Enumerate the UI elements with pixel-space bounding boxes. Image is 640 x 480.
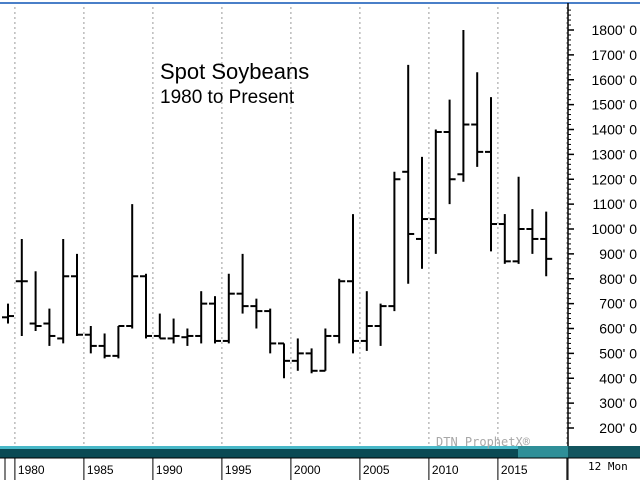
x-tick-label-1985: 1985 — [87, 463, 114, 477]
ohlc-bar-1983 — [57, 238, 70, 344]
ohlc-bar-1990 — [153, 313, 166, 340]
ohlc-bar-1980 — [15, 238, 28, 336]
ohlc-bar-1991 — [167, 318, 180, 344]
ohlc-bar-2004 — [347, 214, 359, 354]
y-tick-label-1700: 1700' 0 — [592, 47, 638, 63]
x-tick-label-2000: 2000 — [294, 463, 321, 477]
y-tick-label-1000: 1000' 0 — [592, 221, 638, 237]
ohlc-bar-2003 — [333, 278, 346, 344]
ohlc-bar-1999 — [278, 342, 290, 379]
ohlc-bar-2009 — [416, 156, 428, 269]
ohlc-bar-2011 — [443, 99, 456, 205]
ohlc-bar-1986 — [98, 333, 111, 359]
x-axis: 1980 1985 1990 1995 2000 2005 2010 2015 — [4, 458, 569, 480]
frame-layer — [0, 2, 640, 459]
y-tick-label-200: 200' 0 — [599, 420, 637, 436]
ohlc-bar-2015 — [498, 214, 511, 264]
ohlc-bar-1984 — [71, 253, 83, 336]
ohlc-bar-1981 — [29, 271, 42, 331]
bottom-band — [0, 449, 568, 458]
y-tick-label-400: 400' 0 — [599, 370, 637, 386]
ohlc-bar-1997 — [250, 298, 263, 329]
ohlc-bar-2010 — [429, 129, 442, 254]
ohlc-bar-1996 — [236, 253, 249, 314]
bars-layer — [2, 30, 553, 379]
ohlc-bar-1993 — [195, 291, 208, 344]
x-tick-label-2005: 2005 — [363, 463, 390, 477]
y-tick-label-1300: 1300' 0 — [592, 146, 638, 162]
bottom-band-highlight — [0, 446, 568, 449]
ohlc-bar-2012 — [457, 30, 470, 182]
chart-subtitle: 1980 to Present — [160, 87, 295, 108]
ohlc-bar-2005 — [360, 291, 373, 351]
y-tick-label-300: 300' 0 — [599, 395, 637, 411]
ohlc-bar-1995 — [222, 273, 235, 344]
ohlc-bar-1987 — [112, 325, 125, 359]
ohlc-bar-1985 — [84, 326, 97, 354]
y-tick-label-800: 800' 0 — [599, 271, 637, 287]
y-tick-label-500: 500' 0 — [599, 345, 637, 361]
x-tick-label-1995: 1995 — [225, 463, 252, 477]
ohlc-bar-1979 — [2, 303, 14, 324]
ohlc-bar-1989 — [140, 273, 152, 339]
chart-title: Spot Soybeans — [160, 59, 309, 84]
ohlc-bar-1982 — [43, 308, 56, 346]
ohlc-bar-1988 — [126, 204, 139, 329]
y-tick-label-1600: 1600' 0 — [592, 72, 638, 88]
ohlc-bar-2014 — [485, 97, 497, 252]
x-tick-label-1980: 1980 — [18, 463, 45, 477]
ohlc-bar-1992 — [181, 328, 194, 346]
y-tick-label-1500: 1500' 0 — [592, 97, 638, 113]
ohlc-bar-2006 — [374, 303, 387, 346]
ohlc-bar-1994 — [209, 296, 221, 344]
y-tick-label-700: 700' 0 — [599, 296, 637, 312]
ohlc-bar-2017 — [526, 209, 539, 254]
x-tick-label-2015: 2015 — [501, 463, 528, 477]
y-tick-label-1800: 1800' 0 — [592, 22, 638, 38]
grid-layer — [14, 7, 568, 446]
x-tick-label-2010: 2010 — [432, 463, 459, 477]
y-tick-label-600: 600' 0 — [599, 321, 637, 337]
ohlc-bar-2008 — [402, 64, 415, 284]
bottom-band-tail — [518, 446, 568, 458]
ohlc-bar-2002 — [319, 328, 332, 372]
ohlc-bar-2013 — [471, 72, 484, 167]
y-tick-label-1200: 1200' 0 — [592, 171, 638, 187]
interval-label: 12 Mon — [588, 460, 628, 473]
ohlc-bar-1998 — [264, 308, 277, 354]
y-axis: 200' 0 300' 0 400' 0 500' 0 600' 0 700' 0 800'… — [568, 9, 638, 436]
ohlc-bar-2000 — [291, 338, 304, 371]
ohlc-bar-2016 — [512, 176, 525, 264]
watermark: DTN ProphetX® — [436, 435, 531, 449]
y-tick-label-1100: 1100' 0 — [593, 196, 638, 212]
ohlc-bar-2001 — [305, 348, 318, 374]
right-band — [568, 446, 640, 458]
y-tick-label-1400: 1400' 0 — [592, 122, 638, 138]
x-tick-label-1990: 1990 — [156, 463, 183, 477]
ohlc-bar-2018 — [540, 211, 553, 277]
ohlc-bar-2007 — [388, 171, 401, 312]
y-tick-label-900: 900' 0 — [599, 246, 637, 262]
